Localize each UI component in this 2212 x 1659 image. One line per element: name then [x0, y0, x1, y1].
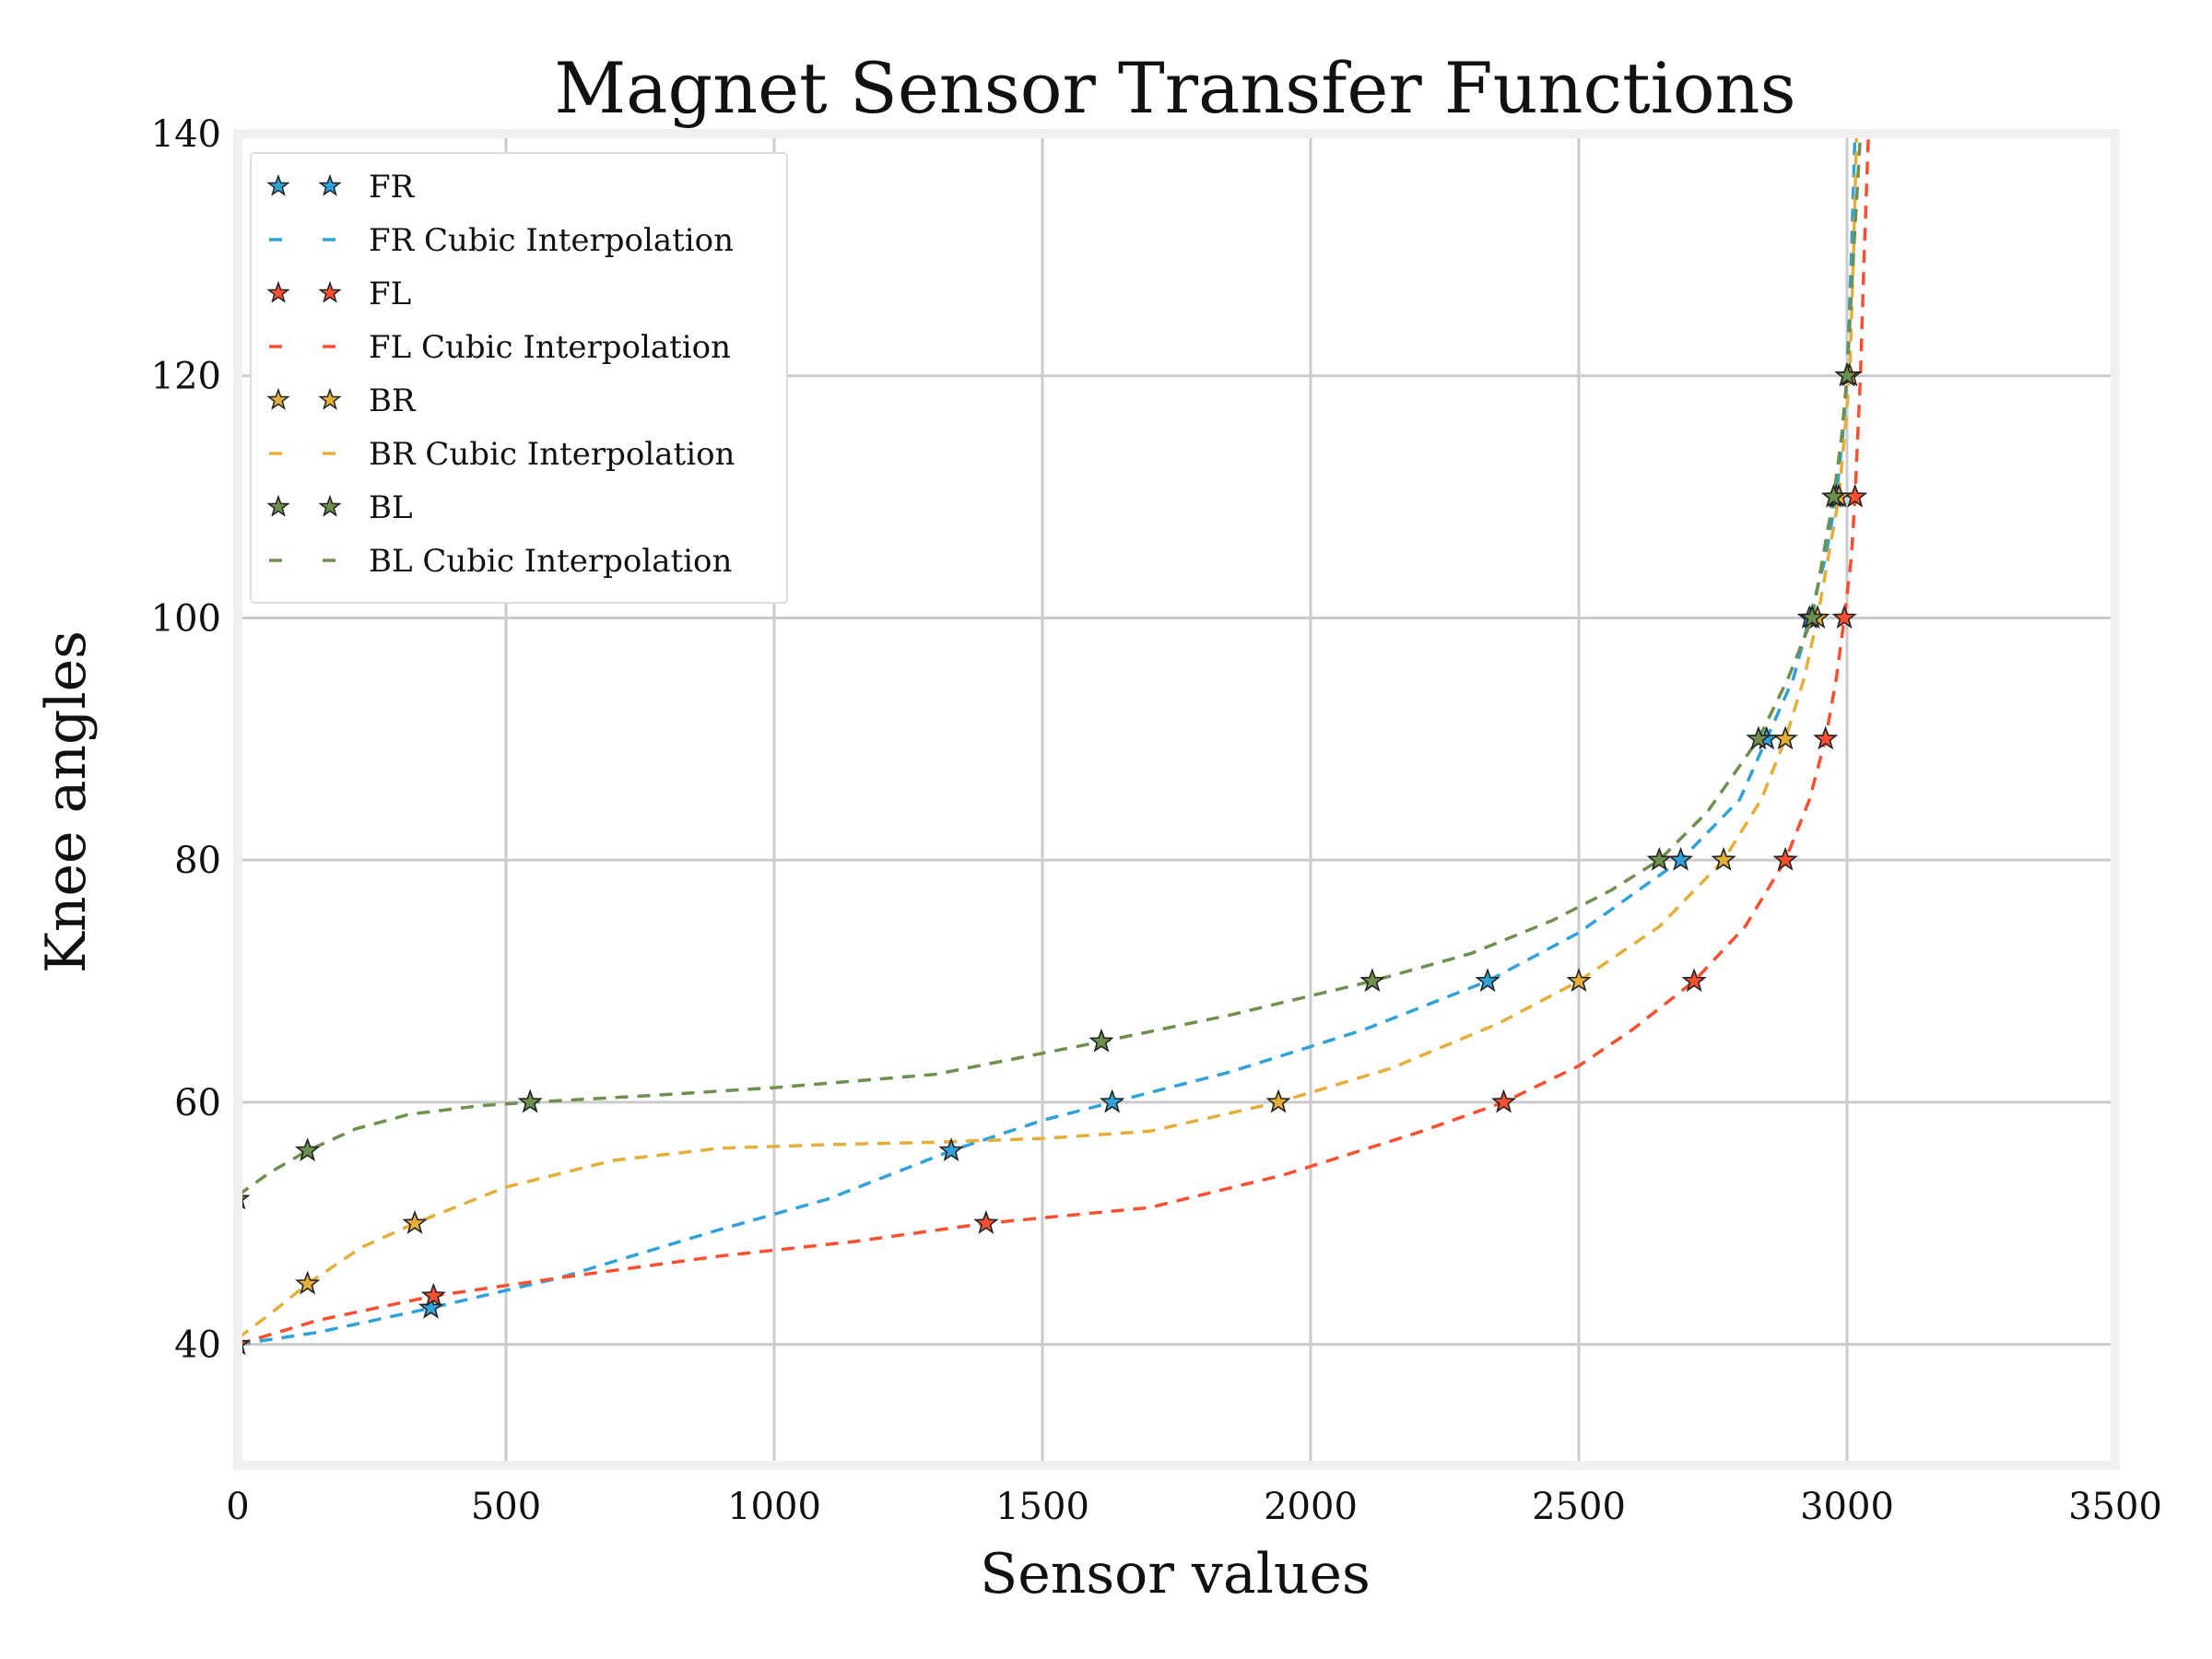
y-tick-label: 40: [174, 1324, 221, 1367]
chart-title: Magnet Sensor Transfer Functions: [554, 47, 1795, 129]
series-marker-br: [1566, 968, 1592, 993]
legend-marker-br: [266, 387, 290, 410]
y-tick-label: 60: [174, 1082, 221, 1124]
series-marker-bl: [1646, 846, 1672, 871]
legend-marker-fr: [318, 173, 342, 196]
series-marker-fl: [1490, 1088, 1517, 1113]
series-marker-fl: [1813, 725, 1839, 750]
y-tick-label: 80: [174, 840, 221, 882]
series-marker-fr: [1668, 846, 1694, 871]
legend-box: [250, 152, 788, 604]
legend-label-fr: FR: [369, 169, 416, 206]
legend-label-fl-interpolation: FL Cubic Interpolation: [369, 329, 731, 366]
y-tick-label: 120: [151, 356, 221, 398]
series-marker-bl: [517, 1088, 543, 1113]
x-tick-label: 2500: [1532, 1486, 1626, 1528]
x-tick-label: 2000: [1264, 1486, 1358, 1528]
legend-label-bl-interpolation: BL Cubic Interpolation: [369, 543, 732, 580]
x-tick-label: 1000: [727, 1486, 821, 1528]
series-curve-br: [238, 134, 1859, 1340]
y-axis-label: Knee angles: [34, 630, 99, 973]
series-marker-bl: [1834, 362, 1860, 387]
series-marker-br: [1772, 725, 1798, 750]
x-tick-label: 3500: [2068, 1486, 2162, 1528]
series-marker-fl: [973, 1209, 999, 1234]
series-marker-fl: [1772, 846, 1798, 871]
axes-frame: [233, 129, 2120, 1470]
legend-marker-bl: [318, 494, 342, 517]
legend-marker-bl: [266, 494, 290, 517]
legend-marker-fl: [266, 280, 290, 303]
legend-marker-fl: [318, 280, 342, 303]
series-marker-fr: [1475, 968, 1500, 993]
series-curve-fl: [238, 134, 1871, 1347]
series-marker-fr: [938, 1137, 964, 1162]
series-marker-bl: [1746, 725, 1771, 750]
y-tick-label: 100: [151, 597, 221, 640]
series-marker-bl: [294, 1137, 321, 1162]
y-tick-label: 140: [151, 113, 221, 156]
series-marker-bl: [1088, 1028, 1114, 1053]
x-tick-label: 0: [226, 1486, 249, 1528]
plot-content: [238, 134, 1871, 1356]
series-marker-fl: [1831, 605, 1857, 629]
x-tick-label: 3000: [1800, 1486, 1894, 1528]
legend-label-bl: BL: [369, 489, 413, 526]
series-marker-fr: [1099, 1088, 1125, 1113]
series-curve-fr: [238, 134, 1857, 1347]
series-marker-br: [402, 1210, 428, 1234]
legend-marker-fr: [266, 173, 290, 196]
series-marker-bl: [1799, 605, 1825, 629]
x-tick-label: 500: [471, 1486, 541, 1528]
legend-marker-br: [318, 387, 342, 410]
x-tick-label: 1500: [995, 1486, 1089, 1528]
legend-label-br-interpolation: BR Cubic Interpolation: [369, 436, 735, 473]
series-marker-fl: [1681, 968, 1707, 993]
series-marker-bl: [1359, 968, 1385, 993]
legend-label-fl: FL: [369, 276, 411, 312]
x-axis-label: Sensor values: [980, 1542, 1371, 1606]
series-marker-br: [1711, 846, 1736, 871]
legend-label-fr-interpolation: FR Cubic Interpolation: [369, 222, 734, 259]
series-marker-br: [294, 1270, 321, 1295]
series-curve-bl: [238, 134, 1863, 1197]
series-marker-bl: [1820, 483, 1847, 508]
legend-label-br: BR: [369, 382, 417, 419]
legend: FR FR Cubic Interpolation FL FL Cubic Inter…: [250, 152, 788, 604]
series-marker-br: [1265, 1088, 1291, 1113]
series-marker-fl: [420, 1282, 446, 1307]
